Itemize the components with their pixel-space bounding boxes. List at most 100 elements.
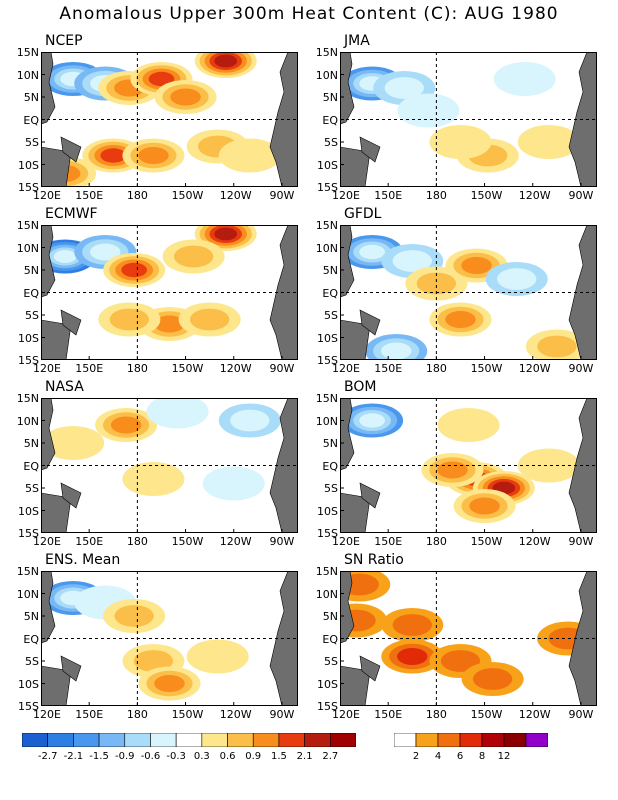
y-tick-label: 10S (18, 331, 39, 345)
contour-level (122, 462, 185, 496)
map-panel (41, 52, 298, 187)
land-mass (60, 482, 82, 509)
land-mass (340, 319, 371, 360)
land-mass (340, 665, 371, 706)
map-plot (340, 398, 597, 533)
land-mass (359, 482, 381, 509)
contour-level (437, 461, 468, 479)
anomaly-contour (341, 403, 404, 438)
y-tick-label: 15N (315, 565, 338, 578)
contour-level (154, 674, 185, 693)
colorbar-label: 6 (456, 751, 464, 762)
anomaly-contour (186, 639, 249, 674)
y-tick-label: 10S (317, 504, 338, 518)
contour-level (170, 88, 201, 106)
contour-level (110, 416, 142, 434)
anomaly-contour (453, 489, 516, 523)
map-plot (41, 398, 298, 533)
anomaly-contour (218, 138, 281, 173)
anomaly-contour (138, 666, 201, 701)
colorbar-swatch (278, 733, 305, 747)
map-panel (340, 225, 597, 360)
y-tick-label: EQ (23, 459, 39, 473)
x-tick-label: 120W (518, 362, 551, 375)
map-panel (340, 398, 597, 533)
anomaly-contour (437, 408, 500, 442)
anomaly-contour (525, 329, 588, 360)
colorbar-label: 2 (412, 751, 420, 762)
contour-level (429, 125, 492, 159)
land-mass (41, 492, 72, 533)
land-mass (60, 309, 82, 336)
x-tick-label: 150W (470, 189, 503, 202)
contour-level (114, 605, 154, 627)
panel-title: ENS. Mean (45, 552, 121, 568)
anomaly-contour (381, 608, 444, 642)
y-tick-label: 10N (16, 241, 39, 255)
x-tick-label: 150E (374, 189, 403, 202)
y-tick-label: 5S (324, 482, 338, 495)
x-tick-label: 120E (332, 362, 360, 375)
y-tick-label: EQ (23, 113, 39, 127)
anomaly-contour (194, 52, 257, 78)
colorbar-label: 8 (478, 751, 486, 762)
colorbar-swatch (175, 733, 203, 747)
x-tick-label: 90W (269, 708, 295, 721)
x-tick-label: 120E (332, 708, 360, 721)
contour-level (445, 310, 476, 329)
y-tick-label: 5S (25, 655, 39, 668)
contour-level (100, 148, 127, 163)
contour-level (469, 497, 500, 515)
contour-level (146, 398, 209, 429)
y-tick-label: 15N (16, 392, 39, 405)
map-plot (41, 225, 298, 360)
panel-title: ECMWF (45, 206, 98, 222)
anomaly-contour (122, 138, 185, 173)
contour-level (53, 250, 77, 263)
map-panel (340, 571, 597, 706)
y-tick-label: 10S (18, 158, 39, 172)
y-tick-label: 15N (16, 565, 39, 578)
contour-level (496, 268, 537, 290)
contour-level (359, 244, 385, 260)
contour-level (380, 342, 412, 360)
y-tick-label: 15S (18, 354, 39, 367)
y-tick-label: 10N (16, 414, 39, 428)
y-tick-label: 5S (324, 655, 338, 668)
x-tick-label: 120W (219, 708, 252, 721)
anomaly-contour (218, 403, 281, 438)
x-tick-label: 180 (126, 362, 148, 375)
contour-level (493, 62, 556, 96)
y-tick-label: 15S (317, 354, 338, 367)
x-tick-label: 150E (374, 535, 403, 548)
x-tick-label: 180 (425, 189, 447, 202)
x-tick-label: 120W (219, 535, 252, 548)
y-tick-label: 15N (315, 46, 338, 59)
colorbar-label: -1.5 (89, 751, 109, 762)
colorbar-label: -0.9 (115, 751, 135, 762)
contour-level (461, 256, 492, 275)
land-mass (359, 136, 381, 163)
colorbar-label: -0.6 (140, 751, 161, 762)
x-tick-label: 150W (470, 708, 503, 721)
colorbar-label: -2.1 (63, 751, 84, 762)
x-tick-label: 150W (171, 535, 204, 548)
map-plot (340, 52, 597, 187)
contour-level (359, 413, 385, 428)
contour-level (133, 650, 174, 672)
contour-level (397, 647, 428, 666)
map-plot (340, 225, 597, 360)
land-mass (359, 309, 381, 336)
panel-title: SN Ratio (344, 552, 404, 568)
colorbar-swatch (415, 733, 439, 747)
map-panel (41, 571, 298, 706)
y-tick-label: EQ (23, 286, 39, 300)
anomaly-contour (98, 302, 161, 337)
colorbar-swatch (150, 733, 177, 747)
y-tick-label: 5N (23, 264, 39, 277)
colorbar-swatch (304, 733, 331, 747)
y-tick-label: 15N (315, 219, 338, 232)
colorbar-swatch (437, 733, 461, 747)
x-tick-label: 180 (126, 708, 148, 721)
colorbar-swatch (124, 733, 151, 747)
